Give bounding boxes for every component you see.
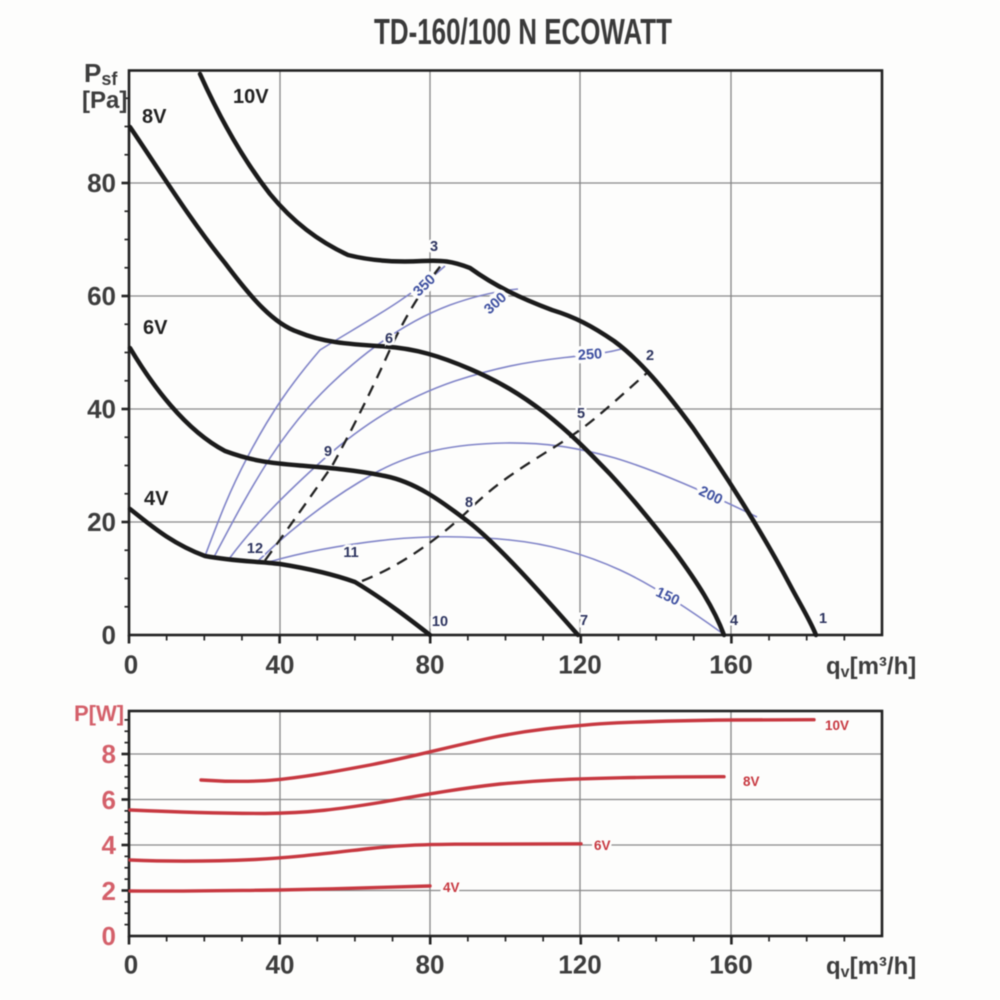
svg-text:4V: 4V [144, 488, 169, 510]
svg-text:40: 40 [266, 650, 295, 680]
svg-text:3: 3 [430, 239, 438, 255]
svg-text:8: 8 [102, 739, 116, 769]
svg-text:7: 7 [580, 613, 588, 629]
svg-text:4: 4 [730, 613, 738, 629]
svg-text:8: 8 [465, 495, 473, 511]
svg-text:2: 2 [646, 348, 654, 364]
svg-text:P[W]: P[W] [74, 701, 124, 726]
svg-text:2: 2 [102, 876, 116, 906]
svg-text:qv[m³/h]: qv[m³/h] [826, 953, 916, 981]
svg-text:4: 4 [102, 830, 117, 860]
svg-text:10V: 10V [233, 86, 269, 108]
svg-text:[Pa]: [Pa] [82, 87, 127, 114]
svg-text:0: 0 [124, 950, 138, 980]
svg-text:250: 250 [577, 346, 602, 364]
svg-text:160: 160 [709, 950, 752, 980]
svg-text:60: 60 [87, 281, 116, 311]
svg-text:5: 5 [577, 406, 585, 422]
svg-text:80: 80 [416, 650, 445, 680]
svg-text:10V: 10V [825, 718, 849, 733]
svg-text:TD-160/100 N ECOWATT: TD-160/100 N ECOWATT [374, 11, 672, 52]
svg-text:40: 40 [266, 950, 295, 980]
svg-text:Psf: Psf [84, 58, 118, 89]
svg-text:6V: 6V [143, 317, 168, 339]
svg-text:8V: 8V [142, 106, 167, 128]
svg-text:1: 1 [819, 611, 827, 627]
svg-text:8V: 8V [743, 774, 760, 789]
svg-text:0: 0 [124, 650, 138, 680]
svg-text:80: 80 [416, 950, 445, 980]
svg-text:40: 40 [87, 394, 116, 424]
svg-text:0: 0 [102, 921, 116, 951]
svg-text:12: 12 [247, 541, 263, 557]
svg-text:10: 10 [432, 614, 448, 630]
svg-text:120: 120 [558, 950, 601, 980]
svg-text:qv[m³/h]: qv[m³/h] [826, 653, 916, 681]
svg-text:20: 20 [87, 507, 116, 537]
svg-text:160: 160 [709, 650, 752, 680]
svg-text:11: 11 [343, 545, 358, 561]
svg-text:4V: 4V [443, 880, 460, 895]
svg-text:6: 6 [102, 785, 116, 815]
svg-text:6: 6 [385, 331, 393, 347]
svg-text:80: 80 [87, 168, 116, 198]
svg-text:120: 120 [558, 650, 601, 680]
svg-text:9: 9 [324, 444, 332, 460]
svg-text:0: 0 [102, 620, 116, 650]
svg-text:6V: 6V [594, 838, 611, 853]
